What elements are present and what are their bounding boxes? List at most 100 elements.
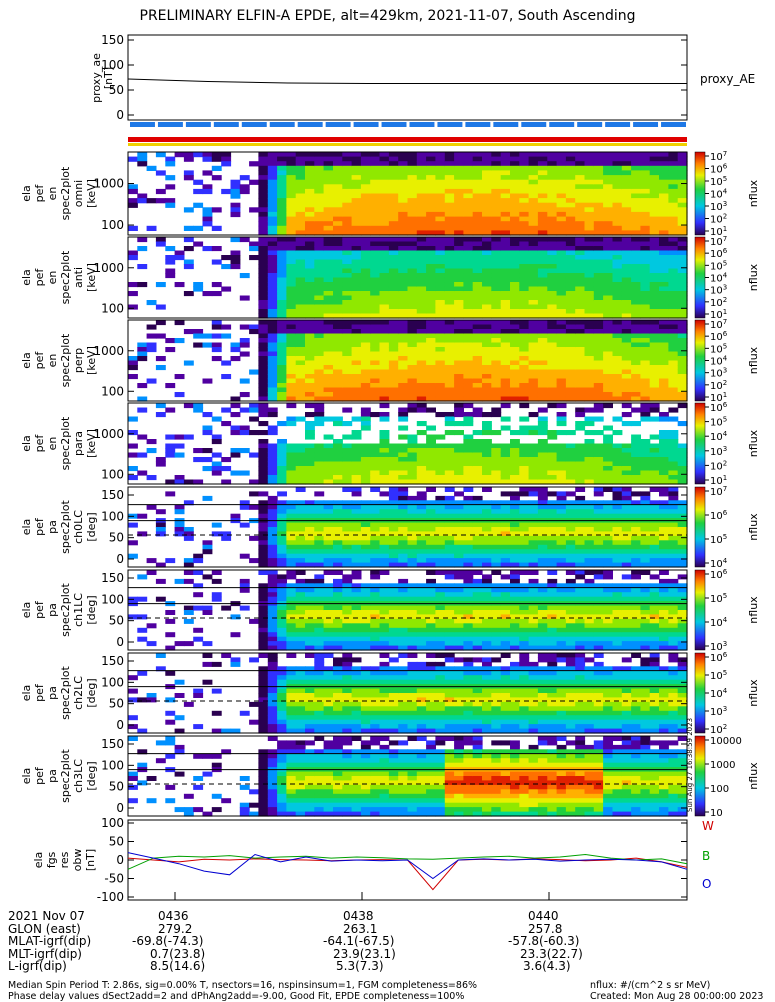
heatmap-cell xyxy=(314,574,324,579)
heatmap-cell xyxy=(361,287,371,292)
heatmap-cell xyxy=(333,453,343,458)
heatmap-cell xyxy=(398,579,408,584)
heatmap-cell xyxy=(510,347,520,352)
heatmap-cell xyxy=(557,637,567,642)
heatmap-cell xyxy=(435,592,445,597)
heatmap-cell xyxy=(156,597,166,602)
heatmap-cell xyxy=(529,320,539,325)
heatmap-cell xyxy=(361,198,371,203)
heatmap-cell xyxy=(538,466,548,471)
heatmap-cell xyxy=(398,194,408,199)
heatmap-cell xyxy=(575,157,585,162)
heatmap-cell xyxy=(473,300,483,305)
heatmap-cell xyxy=(212,291,222,296)
heatmap-cell xyxy=(426,221,436,226)
heatmap-cell xyxy=(594,388,604,393)
heatmap-cell xyxy=(352,203,362,208)
heatmap-cell xyxy=(557,184,567,189)
heatmap-cell xyxy=(175,392,185,397)
heatmap-cell xyxy=(463,296,473,301)
status-bar-segment xyxy=(354,122,379,127)
heatmap-cell xyxy=(417,623,427,628)
heatmap-cell xyxy=(510,198,520,203)
heatmap-cell xyxy=(473,628,483,633)
heatmap-cell xyxy=(305,255,315,260)
heatmap-cell xyxy=(314,212,324,217)
heatmap-cell xyxy=(529,554,539,559)
heatmap-cell xyxy=(519,392,529,397)
heatmap-cell xyxy=(501,471,511,476)
heatmap-cell xyxy=(519,383,529,388)
heatmap-cell xyxy=(529,356,539,361)
heatmap-cell xyxy=(519,255,529,260)
heatmap-cell xyxy=(473,309,483,314)
heatmap-cell xyxy=(538,536,548,541)
heatmap-cell xyxy=(277,255,287,260)
heatmap-cell xyxy=(435,161,445,166)
heatmap-cell xyxy=(622,444,632,449)
heatmap-cell xyxy=(529,370,539,375)
heatmap-cell xyxy=(389,175,399,180)
heatmap-cell xyxy=(622,527,632,532)
heatmap-cell xyxy=(613,347,623,352)
heatmap-cell xyxy=(268,269,278,274)
heatmap-cell xyxy=(258,388,268,393)
heatmap-cell xyxy=(184,264,194,269)
heatmap-cell xyxy=(417,610,427,615)
heatmap-cell xyxy=(640,203,650,208)
heatmap-cell xyxy=(286,628,296,633)
heatmap-cell xyxy=(137,383,147,388)
heatmap-cell xyxy=(631,462,641,467)
heatmap-cell xyxy=(603,291,613,296)
heatmap-cell xyxy=(417,370,427,375)
heatmap-cell xyxy=(650,509,660,514)
heatmap-cell xyxy=(622,282,632,287)
heatmap-cell xyxy=(324,448,334,453)
heatmap-cell xyxy=(659,166,669,171)
heatmap-cell xyxy=(333,329,343,334)
heatmap-cell xyxy=(519,430,529,435)
heatmap-cell xyxy=(435,255,445,260)
heatmap-cell xyxy=(435,334,445,339)
heatmap-cell xyxy=(594,343,604,348)
heatmap-cell xyxy=(408,175,418,180)
colorbar-tick-label: 103 xyxy=(710,445,727,458)
heatmap-cell xyxy=(613,325,623,330)
heatmap-cell xyxy=(389,487,399,492)
heatmap-cell xyxy=(258,273,268,278)
heatmap-cell xyxy=(575,523,585,528)
heatmap-cell xyxy=(575,637,585,642)
heatmap-cell xyxy=(314,175,324,180)
heatmap-cell xyxy=(380,403,390,408)
heatmap-cell xyxy=(463,509,473,514)
heatmap-cell xyxy=(659,180,669,185)
heatmap-cell xyxy=(473,198,483,203)
colorbar-tick-label: 104 xyxy=(710,430,728,443)
heatmap-cell xyxy=(389,212,399,217)
heatmap-cell xyxy=(398,592,408,597)
heatmap-cell xyxy=(622,545,632,550)
heatmap-cell xyxy=(557,475,567,480)
heatmap-cell xyxy=(296,180,306,185)
heatmap-cell xyxy=(417,392,427,397)
heatmap-cell xyxy=(603,623,613,628)
heatmap-cell xyxy=(603,531,613,536)
heatmap-cell xyxy=(231,448,241,453)
heatmap-cell xyxy=(128,157,138,162)
heatmap-cell xyxy=(547,444,557,449)
heatmap-cell xyxy=(473,217,483,222)
heatmap-cell xyxy=(342,408,352,413)
heatmap-cell xyxy=(370,269,380,274)
heatmap-cell xyxy=(277,260,287,265)
heatmap-cell xyxy=(575,264,585,269)
heatmap-cell xyxy=(314,549,324,554)
heatmap-cell xyxy=(352,157,362,162)
y-axis-label: perp xyxy=(72,348,85,373)
heatmap-cell xyxy=(324,619,334,624)
heatmap-cell xyxy=(668,430,678,435)
heatmap-cell xyxy=(408,194,418,199)
heatmap-cell xyxy=(659,505,669,510)
heatmap-cell xyxy=(156,242,166,247)
heatmap-cell xyxy=(463,527,473,532)
heatmap-cell xyxy=(324,282,334,287)
